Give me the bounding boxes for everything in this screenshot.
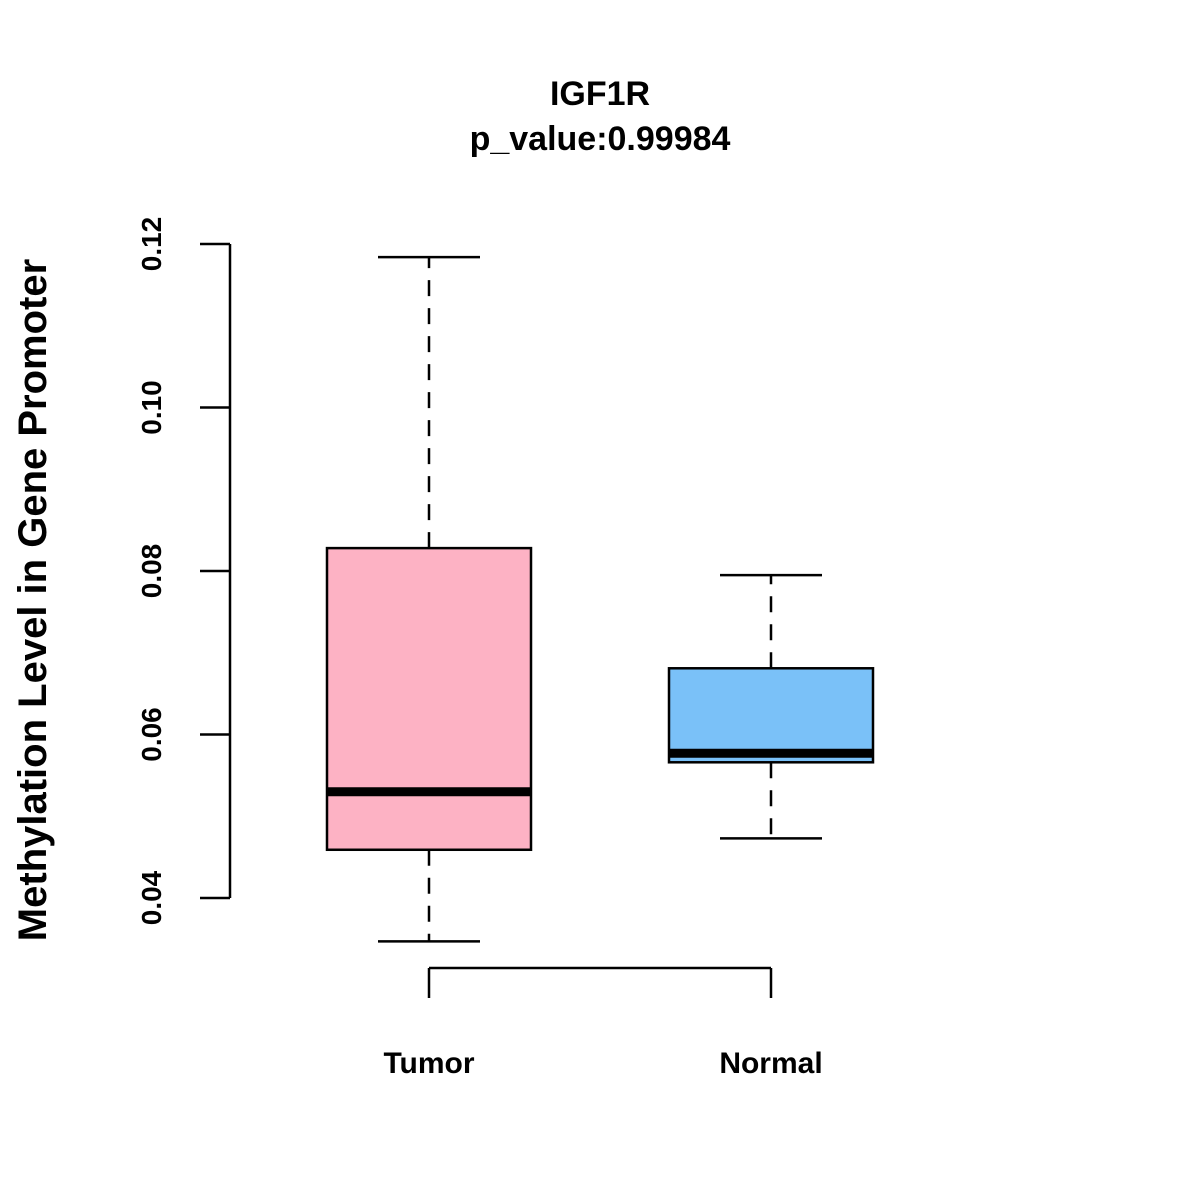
chart-title: IGF1R <box>550 75 650 113</box>
iqr-box <box>667 667 875 764</box>
box-tumor <box>325 255 533 943</box>
y-tick-label: 0.08 <box>136 544 167 599</box>
chart-subtitle: p_value:0.99984 <box>470 120 731 158</box>
boxes <box>325 255 875 943</box>
x-tick-label: Tumor <box>383 1047 474 1080</box>
x-axis: Tumor Normal <box>383 966 823 1080</box>
box-normal <box>667 573 875 840</box>
y-axis: 0.04 0.06 0.08 0.10 0.12 <box>136 217 232 925</box>
x-tick-label: Normal <box>719 1047 822 1080</box>
y-tick-label: 0.04 <box>136 870 167 925</box>
y-tick-label: 0.06 <box>136 707 167 762</box>
y-tick-label: 0.10 <box>136 380 167 435</box>
iqr-box <box>325 546 533 852</box>
y-axis-label: Methylation Level in Gene Promoter <box>11 259 55 941</box>
y-tick-label: 0.12 <box>136 217 167 272</box>
